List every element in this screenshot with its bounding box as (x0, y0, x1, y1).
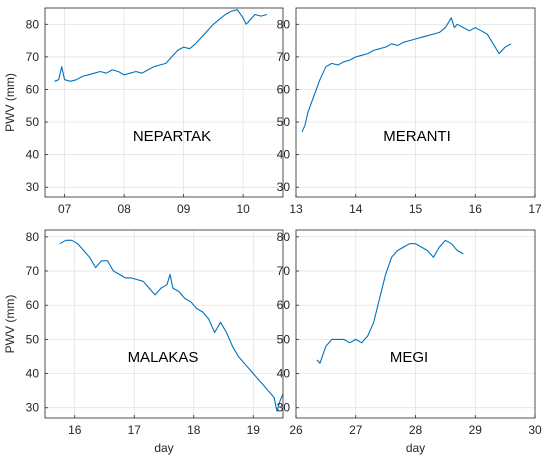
series-line (301, 17, 512, 133)
y-tick-label: 30 (26, 180, 40, 194)
panel-meranti: 13 14 15 16 17 30 40 50 60 70 80 MERANTI (277, 7, 542, 216)
y-tick-label: 60 (277, 82, 291, 96)
x-tick-label: 15 (409, 202, 423, 216)
y-tick-label: 50 (26, 115, 40, 129)
axes-frame (44, 229, 284, 419)
y-tick-label: 30 (26, 401, 40, 415)
x-tick-label: 09 (177, 202, 191, 216)
x-tick-label: 29 (469, 423, 483, 437)
typhoon-name-label: MERANTI (383, 128, 451, 145)
x-tick-label: 16 (469, 202, 483, 216)
x-tick-label: 30 (528, 423, 542, 437)
typhoon-name-label: MALAKAS (128, 349, 199, 366)
series-line (59, 239, 284, 412)
panel-nepartak: 07 08 09 10 30 40 50 60 70 80 PWV (mm) NEPARTAK (3, 7, 284, 216)
y-tick-label: 70 (277, 50, 291, 64)
y-tick-label: 40 (277, 367, 291, 381)
y-tick-label: 40 (26, 148, 40, 162)
x-tick-label: 27 (349, 423, 363, 437)
panel-megi: 26 27 28 29 30 30 40 50 60 70 80 day MEGI (277, 229, 542, 455)
y-tick-label: 70 (26, 50, 40, 64)
y-axis-label: PWV (mm) (3, 73, 17, 132)
plot-area (45, 230, 283, 418)
x-tick-label: 16 (68, 423, 82, 437)
x-tick-label: 10 (236, 202, 250, 216)
y-tick-label: 60 (277, 298, 291, 312)
x-axis-label: day (406, 441, 425, 455)
x-tick-label: 19 (247, 423, 261, 437)
x-axis-label: day (154, 441, 173, 455)
y-tick-label: 50 (277, 115, 291, 129)
typhoon-name-label: MEGI (390, 349, 428, 366)
y-tick-label: 70 (26, 264, 40, 278)
y-tick-label: 50 (26, 332, 40, 346)
x-tick-label: 07 (58, 202, 72, 216)
series-line (316, 239, 464, 364)
y-tick-label: 40 (277, 148, 291, 162)
y-tick-label: 80 (26, 230, 40, 244)
y-tick-label: 70 (277, 264, 291, 278)
plot-area (45, 8, 283, 197)
y-axis-label: PWV (mm) (3, 295, 17, 354)
x-tick-label: 13 (289, 202, 303, 216)
y-tick-label: 80 (277, 17, 291, 31)
y-tick-label: 60 (26, 82, 40, 96)
y-tick-label: 30 (277, 401, 291, 415)
panel-malakas: 16 17 18 19 30 40 50 60 70 80 PWV (mm) day MALAKAS (3, 229, 284, 455)
x-tick-label: 14 (349, 202, 363, 216)
x-tick-label: 26 (289, 423, 303, 437)
y-tick-label: 50 (277, 332, 291, 346)
y-tick-label: 30 (277, 180, 291, 194)
typhoon-name-label: NEPARTAK (133, 128, 211, 145)
series-line (54, 9, 268, 82)
x-tick-label: 17 (528, 202, 542, 216)
x-tick-label: 08 (117, 202, 131, 216)
x-tick-label: 18 (187, 423, 201, 437)
y-tick-label: 80 (277, 230, 291, 244)
y-tick-label: 60 (26, 298, 40, 312)
x-tick-label: 17 (128, 423, 142, 437)
x-tick-label: 28 (409, 423, 423, 437)
y-tick-label: 40 (26, 367, 40, 381)
y-tick-label: 80 (26, 17, 40, 31)
axes-frame (44, 7, 284, 198)
